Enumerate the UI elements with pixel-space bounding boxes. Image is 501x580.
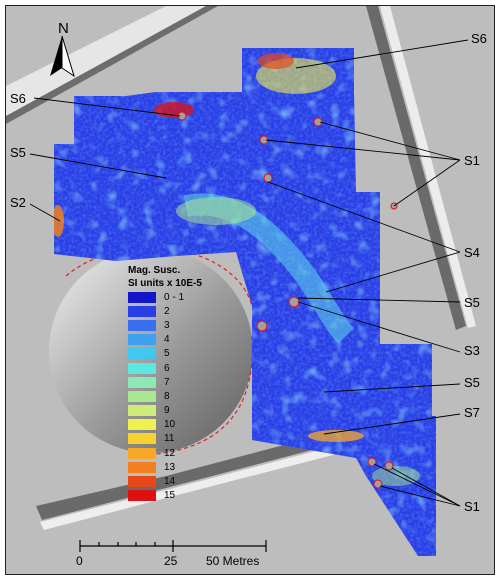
legend-item: 3 — [124, 318, 254, 332]
north-arrow-icon — [50, 35, 75, 78]
site-label-s2-left: S2 — [10, 195, 26, 210]
legend-label: 6 — [164, 362, 170, 374]
site-label-s5-upper: S5 — [464, 295, 480, 310]
legend-item: 14 — [124, 474, 254, 488]
legend-label: 5 — [164, 348, 170, 360]
legend-label: 15 — [164, 490, 176, 502]
legend-swatch — [128, 362, 156, 374]
ridge-top-left-shadow — [6, 6, 218, 124]
legend-swatch — [128, 334, 156, 346]
legend-label: 3 — [164, 319, 170, 331]
legend-label: 14 — [164, 476, 176, 488]
scale-label-50: 50 Metres — [206, 554, 260, 568]
legend-label: 12 — [164, 447, 176, 459]
legend-swatch — [128, 447, 156, 459]
legend-rows: 0 - 1 2 3 4 5 6 7 8 9 10 11 12 13 14 15 — [124, 290, 254, 503]
site-label-s7: S7 — [464, 405, 480, 420]
legend-label: 2 — [164, 305, 170, 317]
site-label-s3: S3 — [464, 343, 480, 358]
legend-swatch — [128, 490, 156, 502]
scale-label-0: 0 — [76, 554, 83, 568]
legend-swatch — [128, 319, 156, 331]
map-frame: N S6 S6 S5 S2 S1 S4 S5 S3 S5 S7 S1 Mag. … — [5, 5, 495, 575]
legend-item: 7 — [124, 375, 254, 389]
legend-swatch — [128, 433, 156, 445]
scale-bar: 0 25 50 Metres — [76, 538, 274, 570]
survey-patch-center — [176, 197, 256, 225]
legend-item: 5 — [124, 347, 254, 361]
legend-swatch — [128, 419, 156, 431]
legend-swatch — [128, 461, 156, 473]
site-label-s6-top: S6 — [471, 31, 487, 46]
legend-label: 13 — [164, 461, 176, 473]
legend-title-line1: Mag. Susc. — [128, 265, 181, 276]
legend-item: 8 — [124, 389, 254, 403]
ridge-right — [366, 6, 466, 330]
ridge-bottom — [36, 426, 358, 520]
legend-item: 13 — [124, 460, 254, 474]
legend-label: 7 — [164, 376, 170, 388]
legend-swatch — [128, 291, 156, 303]
survey-patch-top-red — [258, 53, 294, 69]
legend-item: 12 — [124, 446, 254, 460]
legend-item: 15 — [124, 489, 254, 503]
site-label-s6-left: S6 — [10, 91, 26, 106]
legend-swatch — [128, 348, 156, 360]
survey-patch-s7 — [308, 430, 364, 442]
legend-swatch — [128, 476, 156, 488]
legend-label: 0 - 1 — [164, 291, 185, 303]
site-label-s1-lower: S1 — [464, 499, 480, 514]
magnetic-survey-map — [6, 6, 494, 574]
survey-patch-s2 — [54, 205, 64, 237]
legend-swatch — [128, 390, 156, 402]
legend-title: Mag. Susc. SI units x 10E-5 — [128, 264, 254, 290]
site-label-s4: S4 — [464, 245, 480, 260]
scale-bar-graphic — [79, 540, 267, 552]
ridge-bottom-light — [40, 440, 360, 530]
legend-label: 9 — [164, 405, 170, 417]
legend-swatch — [128, 376, 156, 388]
legend-item: 2 — [124, 304, 254, 318]
site-label-s5-lower: S5 — [464, 375, 480, 390]
legend: Mag. Susc. SI units x 10E-5 0 - 1 2 3 4 5 6 7 8… — [124, 264, 254, 503]
legend-item: 10 — [124, 418, 254, 432]
legend-label: 8 — [164, 390, 170, 402]
scale-label-25: 25 — [164, 554, 178, 568]
legend-label: 11 — [164, 433, 175, 445]
legend-item: 6 — [124, 361, 254, 375]
legend-title-line2: SI units x 10E-5 — [128, 278, 202, 289]
legend-item: 11 — [124, 432, 254, 446]
legend-item: 0 - 1 — [124, 290, 254, 304]
legend-item: 4 — [124, 333, 254, 347]
legend-label: 4 — [164, 334, 170, 346]
legend-item: 9 — [124, 404, 254, 418]
leader-lines — [29, 39, 469, 507]
legend-swatch — [128, 305, 156, 317]
legend-label: 10 — [164, 419, 176, 431]
ridge-right-light — [380, 6, 476, 328]
north-label: N — [58, 20, 69, 37]
legend-swatch — [128, 405, 156, 417]
site-label-s5-left: S5 — [10, 145, 26, 160]
site-label-s1-upper: S1 — [464, 153, 480, 168]
